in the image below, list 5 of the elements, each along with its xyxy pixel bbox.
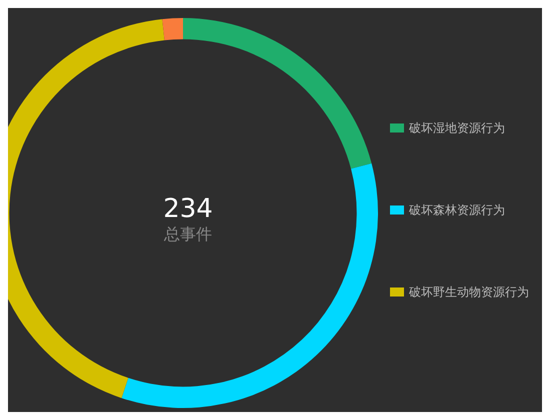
text: 234 bbox=[163, 194, 213, 224]
legend-label: 破坏野生动物资源行为 bbox=[408, 285, 529, 299]
text: 总事件 bbox=[163, 224, 212, 244]
legend-label: 破坏森林资源行为 bbox=[408, 203, 505, 217]
legend-label: 破坏湿地资源行为 bbox=[408, 121, 505, 135]
